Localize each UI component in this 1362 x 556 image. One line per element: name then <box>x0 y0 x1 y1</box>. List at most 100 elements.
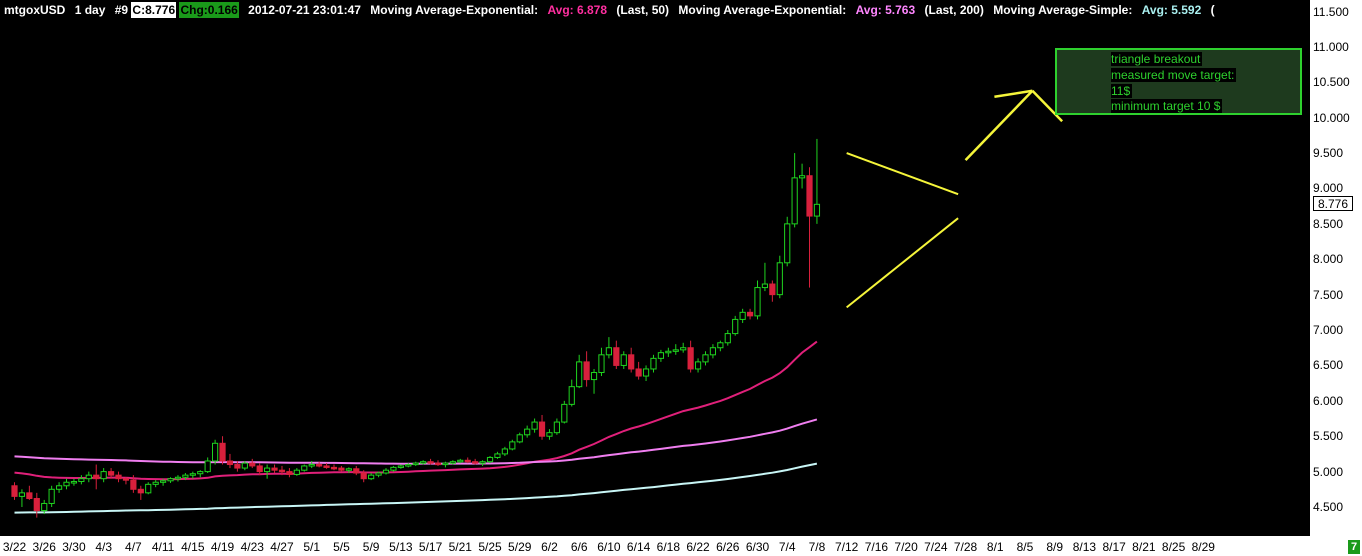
date-tick-label: 6/18 <box>656 540 681 554</box>
date-tick-label: 8/17 <box>1102 540 1126 554</box>
candle-body <box>531 421 538 430</box>
candle-body <box>160 480 167 483</box>
candle-body <box>724 333 731 344</box>
change-badge: Chg:0.166 <box>179 2 239 18</box>
symbol-label: mtgoxUSD <box>4 3 66 17</box>
candle-body <box>78 478 85 483</box>
candle-body <box>390 466 397 471</box>
ema50-avg: Avg: 6.878 <box>547 3 608 17</box>
candle-body <box>791 177 798 225</box>
candle-body <box>368 474 375 480</box>
candle-body <box>516 434 523 443</box>
candle-body <box>226 460 234 466</box>
date-tick-label: 5/1 <box>303 540 321 554</box>
price-tick-label: 10.500 <box>1313 75 1350 90</box>
candle-body <box>702 354 709 363</box>
candle-body <box>813 203 821 217</box>
date-tick-label: 6/22 <box>686 540 710 554</box>
candle-body <box>107 471 115 476</box>
candle-body <box>672 349 679 352</box>
date-tick-label: 4/15 <box>181 540 205 554</box>
ema50-params: (Last, 50) <box>616 3 670 17</box>
candle-body <box>353 468 360 474</box>
date-tick-label: 7/12 <box>834 540 859 554</box>
annotation-line-2: measured move target: <box>1111 68 1237 82</box>
date-axis[interactable] <box>0 536 1310 556</box>
candle-body <box>11 485 18 497</box>
close-badge: C:8.776 <box>131 2 177 18</box>
candle-body <box>687 347 694 370</box>
candle-body <box>635 368 642 377</box>
date-tick-label: 5/17 <box>418 540 443 554</box>
date-tick-label: 5/5 <box>333 540 350 554</box>
date-tick-label: 5/21 <box>448 540 472 554</box>
candle-body <box>293 469 300 475</box>
candle-body <box>145 483 152 494</box>
candle-body <box>657 352 665 359</box>
candle-body <box>286 471 293 475</box>
candle-body <box>70 481 78 484</box>
candle-body <box>26 492 33 500</box>
annotation-line-4: minimum target 10 $ <box>1111 99 1223 113</box>
candle-body <box>93 474 100 480</box>
price-tick-label: 5.000 <box>1313 464 1344 479</box>
date-tick-label: 6/30 <box>745 540 770 554</box>
candle-body <box>55 485 63 490</box>
candle-body <box>234 464 241 469</box>
candle-body <box>486 456 494 463</box>
date-tick-label: 7/28 <box>953 540 978 554</box>
price-tick-label: 11.000 <box>1313 39 1349 54</box>
price-tick-label: 8.500 <box>1313 216 1344 231</box>
candle-body <box>256 465 263 473</box>
price-tick-label: 7.500 <box>1313 287 1344 302</box>
date-tick-label: 7/8 <box>808 540 826 554</box>
candle-body <box>717 342 724 349</box>
candle-body <box>115 474 122 480</box>
date-tick-label: 6/10 <box>597 540 621 554</box>
annotation-line-3: 11$ <box>1111 84 1133 98</box>
chart-header: mtgoxUSD 1 day #9 C:8.776 Chg:0.166 2012… <box>0 0 1310 20</box>
date-tick-label: 4/7 <box>125 540 142 554</box>
candle-body <box>219 442 226 462</box>
candle-body <box>48 488 55 504</box>
price-tick-label: 10.000 <box>1313 110 1350 125</box>
last-price-tag: 8.776 <box>1313 196 1353 212</box>
candle-body <box>746 311 754 317</box>
candle-body <box>583 361 590 381</box>
price-chart[interactable] <box>0 0 1310 536</box>
candle-body <box>375 472 382 476</box>
candle-body <box>709 347 717 356</box>
date-tick-label: 8/21 <box>1132 540 1156 554</box>
ema50-line <box>14 340 818 481</box>
ema200-params: (Last, 200) <box>924 3 984 17</box>
date-tick-label: 4/11 <box>151 540 175 554</box>
candle-body <box>605 347 612 356</box>
price-tick-label: 11.500 <box>1313 4 1349 19</box>
annotation-line-1: triangle breakout <box>1111 52 1203 66</box>
candle-body <box>628 354 635 370</box>
candle-body <box>420 461 427 464</box>
timestamp-label: 2012-07-21 23:01:47 <box>248 3 361 17</box>
candle-body <box>732 318 739 335</box>
candle-body <box>553 421 560 434</box>
candle-body <box>167 478 174 482</box>
candle-body <box>650 357 657 370</box>
candle-body <box>85 474 92 480</box>
corner-badge[interactable]: 7 <box>1348 540 1360 554</box>
price-tick-label: 4.500 <box>1313 500 1344 514</box>
candle-body <box>694 361 702 370</box>
candle-body <box>576 361 583 388</box>
candle-body <box>382 469 390 474</box>
candle-body <box>754 287 761 317</box>
date-tick-label: 4/23 <box>240 540 264 554</box>
candle-body <box>620 354 627 366</box>
date-tick-label: 5/29 <box>508 540 532 554</box>
candle-body <box>189 473 196 476</box>
candle-body <box>479 461 486 464</box>
price-axis[interactable] <box>1310 0 1362 536</box>
date-tick-label: 8/25 <box>1161 540 1186 554</box>
candle-body <box>501 448 508 455</box>
date-tick-label: 8/13 <box>1072 540 1097 554</box>
candle-body <box>509 441 516 450</box>
candle-body <box>197 471 204 475</box>
